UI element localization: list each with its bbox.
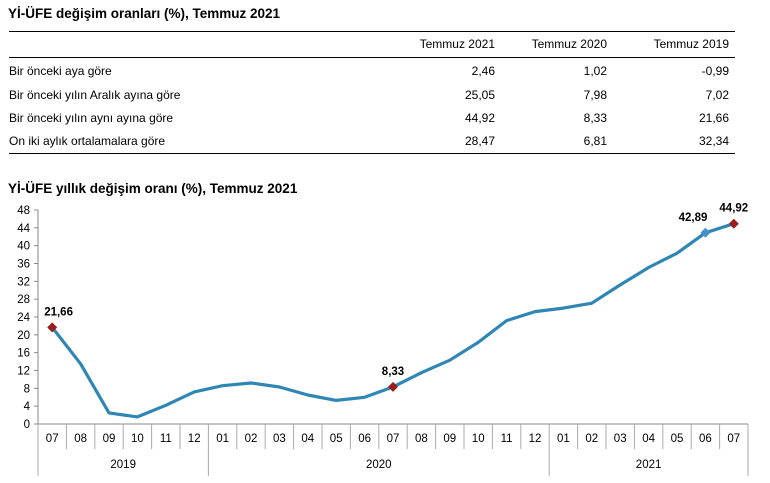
- x-tick-label: 01: [557, 433, 570, 445]
- data-point-marker: [388, 381, 398, 392]
- year-label: 2019: [110, 459, 136, 471]
- x-tick-label: 05: [330, 433, 343, 445]
- table-title: Yİ-ÜFE değişim oranları (%), Temmuz 2021: [8, 6, 281, 21]
- x-tick-label: 12: [188, 433, 201, 445]
- x-tick-label: 11: [501, 433, 513, 445]
- row-label: Bir önceki aya göre: [9, 64, 112, 78]
- row-value: 44,92: [464, 111, 495, 125]
- row-value: 7,02: [705, 88, 729, 102]
- y-tick-label: 8: [24, 383, 30, 395]
- y-tick-label: 16: [17, 348, 30, 360]
- col-header-1: Temmuz 2021: [419, 37, 495, 51]
- y-tick-label: 36: [17, 259, 30, 271]
- data-label: 42,89: [679, 212, 708, 224]
- x-tick-label: 07: [727, 433, 740, 445]
- y-tick-label: 12: [17, 366, 30, 378]
- row-label: On iki aylık ortalamalara göre: [9, 134, 166, 148]
- y-tick-label: 48: [17, 205, 30, 217]
- x-tick-label: 01: [216, 433, 229, 445]
- y-tick-label: 28: [17, 294, 30, 306]
- data-point-marker: [728, 218, 739, 229]
- row-value: 1,02: [583, 64, 607, 78]
- x-tick-label: 02: [585, 433, 598, 445]
- x-tick-label: 03: [614, 433, 627, 445]
- x-tick-label: 08: [74, 433, 87, 445]
- table-header-row: Temmuz 2021 Temmuz 2020 Temmuz 2019: [9, 37, 735, 57]
- y-tick-label: 0: [24, 419, 30, 431]
- table-row: Bir önceki aya göre 2,46 1,02 -0,99: [9, 64, 735, 84]
- y-tick-label: 44: [17, 223, 30, 235]
- x-tick-label: 07: [387, 433, 400, 445]
- row-label: Bir önceki yılın aynı ayına göre: [9, 111, 174, 125]
- col-header-2: Temmuz 2020: [531, 37, 607, 51]
- x-tick-label: 12: [529, 433, 542, 445]
- table-row: On iki aylık ortalamalara göre 28,47 6,8…: [9, 134, 735, 154]
- x-tick-label: 05: [671, 433, 684, 445]
- data-point-marker: [700, 227, 711, 238]
- y-tick-label: 40: [17, 241, 30, 253]
- x-tick-label: 09: [443, 433, 456, 445]
- data-label: 8,33: [382, 366, 404, 378]
- x-tick-label: 09: [103, 433, 116, 445]
- table-header-rule: [9, 57, 735, 58]
- x-tick-label: 06: [699, 433, 712, 445]
- row-value: 7,98: [583, 88, 607, 102]
- year-label: 2021: [636, 459, 662, 471]
- x-tick-label: 02: [245, 433, 258, 445]
- x-tick-label: 04: [301, 433, 314, 445]
- row-value: 28,47: [464, 134, 495, 148]
- row-value: 21,66: [698, 111, 729, 125]
- x-tick-label: 08: [415, 433, 428, 445]
- data-label: 21,66: [44, 306, 73, 318]
- y-tick-label: 20: [17, 330, 30, 342]
- table-top-rule: [9, 31, 735, 32]
- row-value: 2,46: [471, 64, 495, 78]
- x-tick-label: 06: [358, 433, 371, 445]
- row-value: -0,99: [701, 64, 729, 78]
- data-label: 44,92: [719, 203, 748, 215]
- x-tick-label: 10: [472, 433, 485, 445]
- x-tick-label: 04: [642, 433, 655, 445]
- row-label: Bir önceki yılın Aralık ayına göre: [9, 88, 181, 102]
- row-value: 25,05: [464, 88, 495, 102]
- y-tick-label: 32: [17, 276, 30, 288]
- row-value: 8,33: [583, 111, 607, 125]
- table-bottom-rule: [9, 153, 735, 154]
- y-tick-label: 24: [17, 312, 30, 324]
- y-tick-label: 4: [24, 401, 31, 413]
- x-tick-label: 03: [273, 433, 286, 445]
- x-tick-label: 11: [160, 433, 172, 445]
- x-tick-label: 10: [131, 433, 144, 445]
- chart-title: Yİ-ÜFE yıllık değişim oranı (%), Temmuz …: [8, 181, 298, 196]
- year-label: 2020: [366, 459, 392, 471]
- data-point-marker: [47, 322, 58, 333]
- row-value: 6,81: [583, 134, 607, 148]
- col-header-3: Temmuz 2019: [653, 37, 729, 51]
- table-row: Bir önceki yılın aynı ayına göre 44,92 8…: [9, 111, 735, 131]
- table-row: Bir önceki yılın Aralık ayına göre 25,05…: [9, 88, 735, 108]
- row-value: 32,34: [698, 134, 729, 148]
- x-tick-label: 07: [46, 433, 59, 445]
